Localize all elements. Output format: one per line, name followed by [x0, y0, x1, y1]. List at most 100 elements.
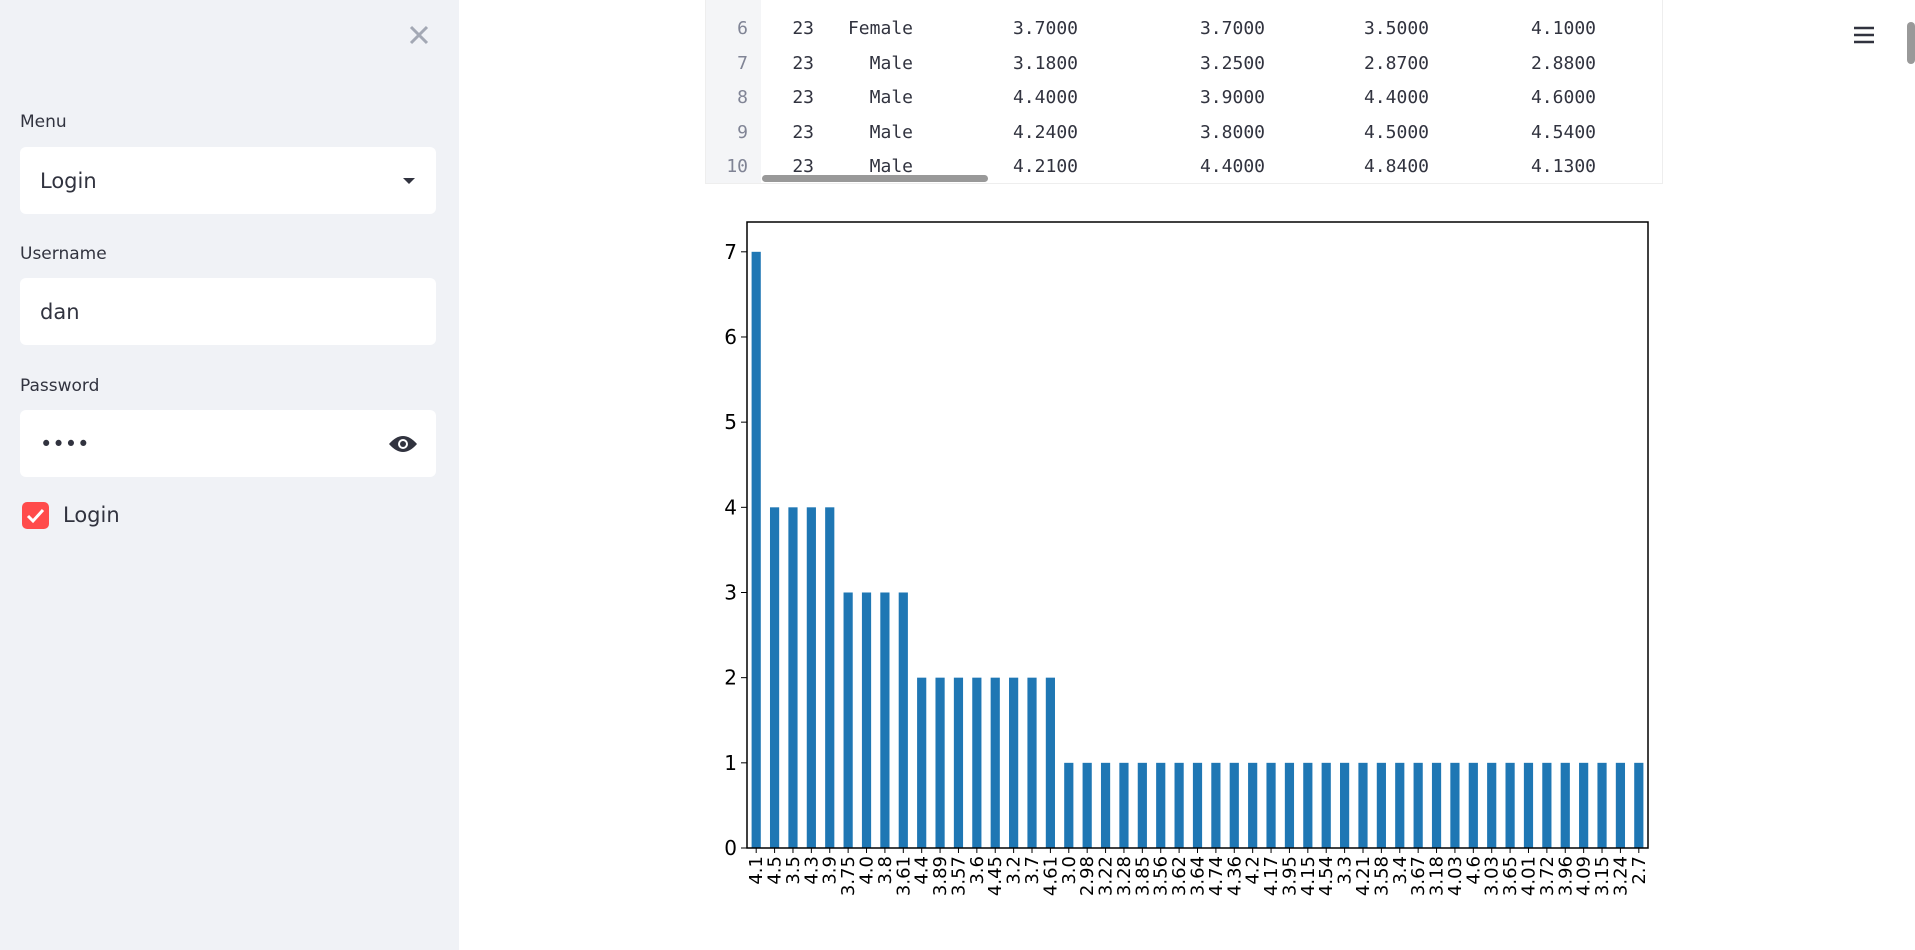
- x-tick-label: 4.3: [801, 856, 822, 885]
- checkbox-label: Login: [63, 503, 120, 527]
- username-input[interactable]: dan: [20, 278, 436, 345]
- data-table: 6 23 Female 3.7000 3.7000 3.5000 4.1000 7 23 Male…: [705, 0, 1663, 184]
- bar: [898, 592, 908, 848]
- x-tick-label: 3.65: [1500, 856, 1521, 896]
- x-tick-label: 4.2: [1243, 856, 1264, 885]
- bar: [1634, 762, 1644, 848]
- bar: [1284, 762, 1295, 848]
- x-tick-label: 3.24: [1610, 856, 1631, 896]
- bar: [953, 677, 964, 848]
- bar-chart: 4.14.53.54.33.93.754.03.83.614.43.893.57…: [724, 221, 1650, 896]
- x-tick-label: 2.98: [1077, 856, 1098, 896]
- x-tick-label: 3.5: [783, 856, 804, 885]
- bar: [1027, 677, 1037, 848]
- x-tick-label: 3.3: [1335, 856, 1356, 885]
- table-cell: 4.8400: [1363, 156, 1429, 177]
- x-tick-label: 3.28: [1114, 856, 1135, 896]
- x-tick-label: 3.89: [930, 856, 951, 896]
- bar: [1615, 762, 1626, 848]
- table-cell: 4.1000: [1530, 18, 1596, 39]
- x-tick-label: 4.4: [912, 856, 933, 885]
- bar: [1266, 762, 1276, 848]
- bar: [806, 507, 816, 848]
- checkbox[interactable]: [22, 502, 49, 529]
- bar: [769, 507, 780, 848]
- bar: [990, 677, 1000, 848]
- table-cell: 4.6000: [1530, 87, 1596, 108]
- password-input[interactable]: ••••: [20, 410, 436, 477]
- x-tick-label: 3.18: [1427, 856, 1448, 896]
- x-tick-label: 4.5: [765, 856, 786, 885]
- bar: [1156, 762, 1166, 848]
- x-tick-label: 4.36: [1224, 856, 1245, 896]
- x-tick-label: 4.54: [1316, 856, 1337, 896]
- bar: [1395, 762, 1405, 848]
- table-scrollbar[interactable]: [762, 175, 988, 182]
- menu-select[interactable]: Login: [20, 147, 436, 214]
- bar: [1431, 762, 1442, 848]
- x-tick-label: 3.8: [875, 856, 896, 885]
- bar: [1579, 762, 1589, 848]
- x-tick-label: 3.6: [967, 856, 988, 885]
- caret: [403, 177, 415, 184]
- bar: [1192, 762, 1203, 848]
- bar: [1523, 762, 1534, 848]
- bar: [1487, 762, 1497, 848]
- table-cell: Male: [869, 121, 913, 143]
- table-cell: Male: [869, 156, 913, 177]
- row-index: 7: [737, 52, 748, 74]
- scrollbar[interactable]: [1907, 22, 1915, 64]
- bar: [917, 677, 927, 848]
- x-tick-label: 3.61: [893, 856, 914, 896]
- y-tick-label: 0: [724, 836, 737, 860]
- y-tick-label: 2: [724, 666, 737, 690]
- bar: [1248, 762, 1258, 848]
- table-cell: 4.2100: [1012, 156, 1078, 177]
- x-tick-label: 3.96: [1555, 856, 1576, 896]
- table-cell: 3.2500: [1199, 52, 1265, 74]
- bar: [1340, 762, 1350, 848]
- bar: [880, 592, 890, 848]
- table-cell: 3.1800: [1012, 52, 1078, 74]
- menu-value: Login: [40, 168, 97, 193]
- table-cell: 23: [792, 87, 814, 108]
- bar: [935, 677, 945, 848]
- eye-icon[interactable]: [388, 434, 418, 454]
- table-cell: 3.9000: [1199, 87, 1265, 108]
- bar: [861, 592, 872, 848]
- y-tick-label: 3: [724, 580, 737, 604]
- x-tick-label: 3.03: [1482, 856, 1503, 896]
- x-tick-label: 3.15: [1592, 856, 1613, 896]
- x-tick-label: 4.01: [1518, 856, 1539, 896]
- sidebar: Menu Login Username dan Password •••• Lo…: [0, 0, 459, 950]
- bar: [1413, 762, 1423, 848]
- y-tick-label: 5: [724, 410, 737, 434]
- row-index: 9: [737, 121, 748, 143]
- y-tick-label: 1: [724, 751, 737, 775]
- x-tick-label: 3.57: [948, 856, 969, 896]
- x-tick-label: 4.0: [857, 856, 878, 885]
- table-cell: 2.8800: [1530, 52, 1596, 74]
- close-button[interactable]: [408, 24, 430, 46]
- table-cell: 2.8700: [1363, 52, 1429, 74]
- username-label: Username: [20, 244, 107, 264]
- x-tick-label: 3.62: [1169, 856, 1190, 896]
- plot-frame: [746, 221, 1649, 849]
- bar: [1450, 762, 1460, 848]
- x-tick-label: 3.75: [838, 856, 859, 896]
- row-index: 6: [737, 18, 748, 39]
- hamburger-menu[interactable]: [1852, 24, 1876, 46]
- y-tick-label: 7: [724, 240, 737, 264]
- bar: [1174, 762, 1184, 848]
- x-tick-label: 4.09: [1574, 856, 1595, 896]
- x-tick-label: 3.72: [1537, 856, 1558, 896]
- y-tick-label: 6: [724, 325, 737, 349]
- table-cell: 4.4000: [1363, 87, 1429, 108]
- table-cell: 23: [792, 18, 814, 39]
- bar: [1542, 762, 1552, 848]
- x-tick-label: 3.4: [1390, 856, 1411, 885]
- x-tick-label: 2.7: [1629, 856, 1650, 885]
- bar: [1082, 762, 1092, 848]
- table-cell: 3.7000: [1012, 18, 1078, 39]
- bar: [1119, 762, 1129, 848]
